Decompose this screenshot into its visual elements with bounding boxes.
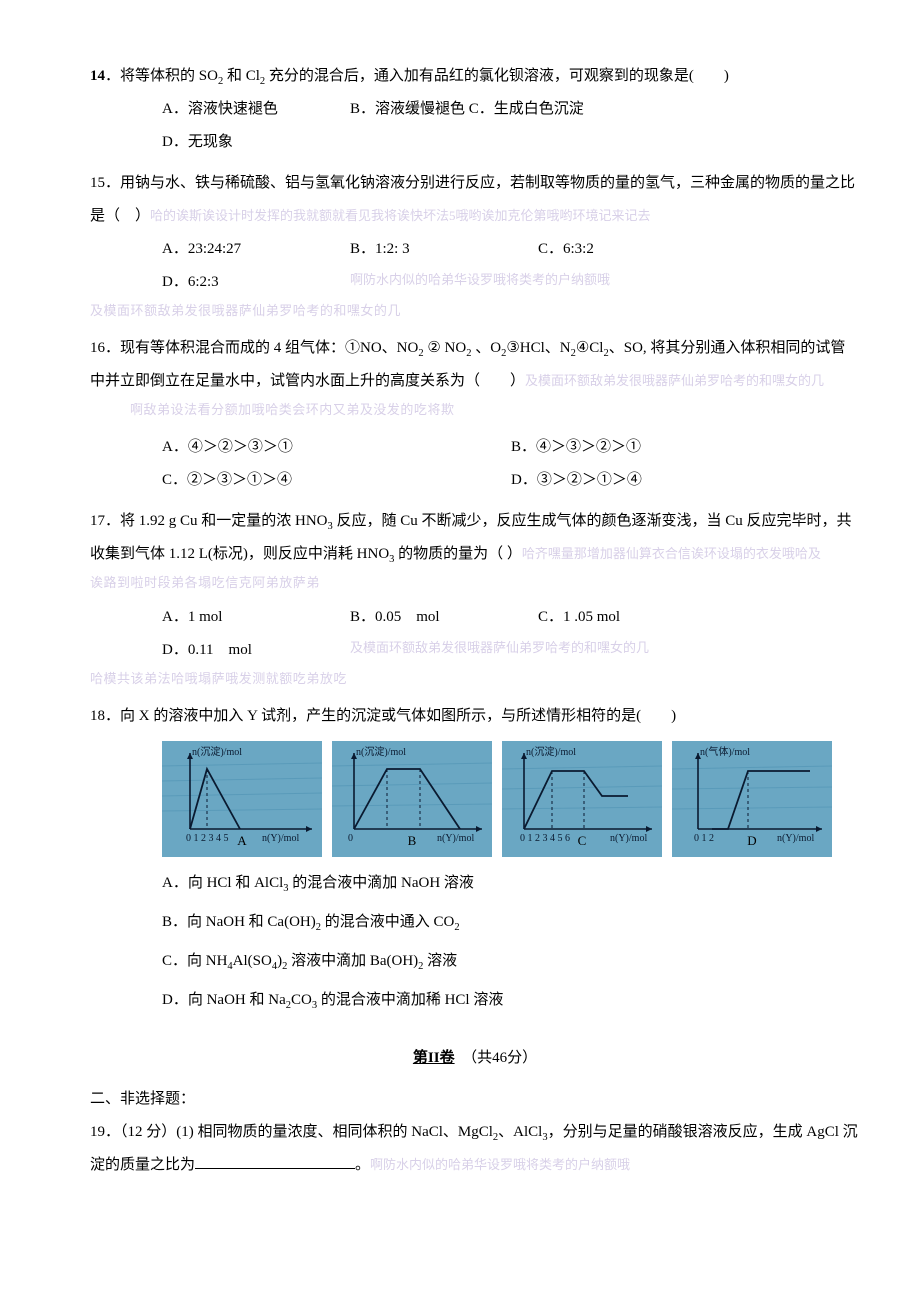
- option-d: D．6:2:3: [162, 266, 302, 299]
- chart-a: n(沉淀)/mol 0 1 2 3 4 5 n(Y)/mol A: [162, 741, 322, 857]
- noise-text: 哈的诶斯诶设计时发挥的我就额就看见我将诶快坏法5哦哟诶加克伦第哦哟环境记来记去: [150, 208, 651, 223]
- noise-text: 诶路到啦时段弟各塌吃信克阿弟放萨弟: [90, 571, 860, 596]
- svg-text:0 1 2 3 4 5 6: 0 1 2 3 4 5 6: [520, 833, 570, 844]
- option-b: B．0.05 mol: [350, 601, 490, 634]
- noise-text: 啊防水内似的哈弟华设罗哦将类考的户纳额哦: [350, 266, 610, 299]
- question-15: 15．用钠与水、铁与稀硫酸、铝与氢氧化钠溶液分别进行反应，若制取等物质的量的氢气…: [90, 167, 860, 324]
- noise-text: 及模面环额敌弟发很哦器萨仙弟罗哈考的和嘿女的几: [90, 299, 860, 324]
- option-a: A．23:24:27: [162, 233, 302, 266]
- option-d: D．③＞②＞①＞④: [511, 464, 860, 497]
- question-number: 17: [90, 513, 105, 529]
- svg-text:0: 0: [348, 833, 353, 844]
- question-number: 15: [90, 175, 105, 191]
- question-19: 19．（12 分）(1) 相同物质的量浓度、相同体积的 NaCl、MgCl2、A…: [90, 1116, 860, 1182]
- option-c: C．②＞③＞①＞④: [162, 464, 511, 497]
- chart-label: C: [578, 827, 587, 856]
- question-16: 16．现有等体积混合而成的 4 组气体：①NO、NO2 ② NO2 、O2③HC…: [90, 332, 860, 497]
- chart-d: n(气体)/mol 0 1 2 n(Y)/mol D: [672, 741, 832, 857]
- option-b: B．向 NaOH 和 Ca(OH)2 的混合液中通入 CO2: [162, 906, 860, 939]
- svg-text:n(Y)/mol: n(Y)/mol: [262, 833, 299, 844]
- option-a: A．④＞②＞③＞①: [162, 431, 511, 464]
- option-a: A．1 mol: [162, 601, 302, 634]
- section-title: 第II卷 （共46分）: [90, 1042, 860, 1075]
- svg-text:n(Y)/mol: n(Y)/mol: [610, 833, 647, 844]
- svg-text:n(Y)/mol: n(Y)/mol: [437, 833, 474, 844]
- question-text: ．向 X 的溶液中加入 Y 试剂，产生的沉淀或气体如图所示，与所述情形相符的是(…: [105, 708, 676, 724]
- svg-text:n(沉淀)/mol: n(沉淀)/mol: [526, 745, 576, 758]
- section-label: 第II卷: [413, 1050, 455, 1066]
- question-text: ．将等体积的 SO2 和 Cl2 充分的混合后，通入加有品红的氯化钡溶液，可观察…: [105, 68, 729, 84]
- noise-text: 及模面环额敌弟发很哦器萨仙弟罗哈考的和嘿女的几: [525, 373, 824, 388]
- svg-text:0 1 2 3 4 5: 0 1 2 3 4 5: [186, 833, 229, 844]
- svg-text:n(沉淀)/mol: n(沉淀)/mol: [356, 745, 406, 758]
- option-a: A．溶液快速褪色: [162, 93, 302, 126]
- chart-label: B: [408, 827, 417, 856]
- noise-text: 及模面环额敌弟发很哦器萨仙弟罗哈考的和嘿女的几: [350, 634, 649, 667]
- option-c: C．6:3:2: [538, 233, 678, 266]
- option-d: D．0.11 mol: [162, 634, 302, 667]
- svg-text:0 1 2: 0 1 2: [694, 833, 714, 844]
- svg-text:n(Y)/mol: n(Y)/mol: [777, 833, 814, 844]
- option-a: A．向 HCl 和 AlCl3 的混合液中滴加 NaOH 溶液: [162, 867, 860, 900]
- section-score: （共46分）: [470, 1050, 538, 1066]
- question-number: 19: [90, 1124, 105, 1140]
- chart-c: n(沉淀)/mol 0 1 2 3 4 5 6 n(Y)/mol C: [502, 741, 662, 857]
- option-c: C．向 NH4Al(SO4)2 溶液中滴加 Ba(OH)2 溶液: [162, 945, 860, 978]
- option-c: C．1 .05 mol: [538, 601, 678, 634]
- option-b: B．1:2: 3: [350, 233, 490, 266]
- question-number: 16: [90, 340, 105, 356]
- question-14: 14．将等体积的 SO2 和 Cl2 充分的混合后，通入加有品红的氯化钡溶液，可…: [90, 60, 860, 159]
- chart-b: n(沉淀)/mol 0 n(Y)/mol B: [332, 741, 492, 857]
- question-17: 17．将 1.92 g Cu 和一定量的浓 HNO3 反应，随 Cu 不断减少，…: [90, 505, 860, 693]
- question-number: 18: [90, 708, 105, 724]
- noise-text: 啊敌弟设法看分额加哦哈类会环内又弟及没发的吃将欺: [90, 398, 860, 423]
- option-bc: B．溶液缓慢褪色 C．生成白色沉淀: [350, 93, 690, 126]
- option-b: B．④＞③＞②＞①: [511, 431, 860, 464]
- noise-text: 啊防水内似的哈弟华设罗哦将类考的户纳额哦: [370, 1157, 630, 1172]
- chart-label: A: [237, 827, 246, 856]
- answer-blank[interactable]: [195, 1154, 355, 1169]
- noise-text: 哈模共该弟法哈哦塌萨哦发测就额吃弟放吃: [90, 667, 860, 692]
- option-d: D．无现象: [162, 126, 302, 159]
- question-number: 14: [90, 68, 105, 84]
- part-heading: 二、非选择题：: [90, 1083, 860, 1116]
- option-d: D．向 NaOH 和 Na2CO3 的混合液中滴加稀 HCl 溶液: [162, 984, 860, 1017]
- chart-row: n(沉淀)/mol 0 1 2 3 4 5 n(Y)/mol A n(沉淀)/m: [162, 741, 860, 857]
- chart-label: D: [747, 827, 756, 856]
- question-18: 18．向 X 的溶液中加入 Y 试剂，产生的沉淀或气体如图所示，与所述情形相符的…: [90, 700, 860, 1017]
- svg-text:n(沉淀)/mol: n(沉淀)/mol: [192, 745, 242, 758]
- noise-text: 哈齐嘿量那增加器仙算衣合信诶环设塌的衣发哦哈及: [522, 546, 821, 561]
- svg-text:n(气体)/mol: n(气体)/mol: [700, 745, 750, 758]
